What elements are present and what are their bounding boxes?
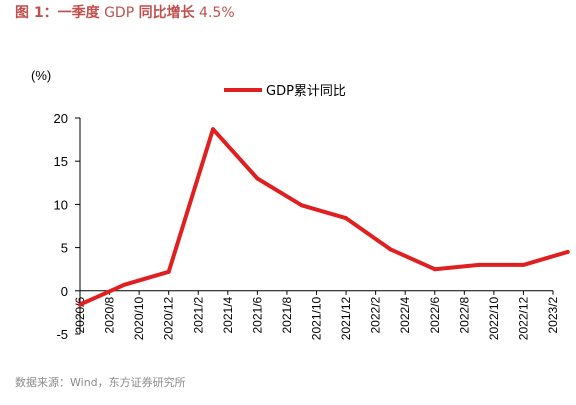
x-tick-label: 2022/4	[398, 296, 412, 333]
x-tick-label: 2021/4	[221, 296, 235, 333]
data-point	[211, 127, 216, 132]
x-tick-label: 2022/2	[369, 296, 383, 333]
data-point	[565, 249, 570, 254]
data-point	[388, 247, 393, 252]
y-axis: 20 15 10 5 0 -5	[54, 111, 81, 342]
y-tick-label: 5	[61, 241, 68, 256]
x-tick-label: 2021/6	[250, 296, 264, 333]
data-point	[255, 176, 260, 181]
y-tick-label: 15	[54, 154, 68, 169]
x-tick-label: 2020/8	[103, 296, 117, 333]
data-point	[166, 269, 171, 274]
x-tick-label: 2020/12	[162, 296, 176, 340]
legend-label: GDP累计同比	[266, 84, 346, 99]
x-tick-label: 2020/10	[132, 296, 146, 340]
figure-title-value: 4.5%	[194, 5, 235, 21]
series-line-gdp	[79, 127, 569, 307]
figure-title-prefix: 图 1：一季度	[15, 5, 100, 21]
figure-title: 图 1：一季度 GDP 同比增长 4.5%	[15, 2, 235, 22]
x-tick-label: 2023/2	[546, 296, 560, 333]
figure-title-gdp: GDP	[99, 5, 139, 21]
x-tick-label: 2021/10	[310, 296, 324, 340]
y-tick-label: 20	[54, 111, 68, 126]
figure-title-label: 同比增长	[138, 5, 195, 21]
x-tick-label: 2022/12	[516, 296, 530, 340]
data-point	[299, 203, 304, 208]
data-point	[432, 267, 437, 272]
x-tick-label: 2021/2	[191, 296, 205, 333]
y-tick-label: 10	[54, 197, 68, 212]
x-axis: 2020/6 2020/8 2020/10 2020/12 2021/2 2021/4 20…	[73, 290, 560, 340]
x-tick-label: 2022/8	[457, 296, 471, 333]
plot-area	[78, 127, 570, 307]
data-point	[122, 282, 127, 287]
data-point	[344, 216, 349, 221]
y-axis-unit-label: (%)	[31, 68, 51, 83]
y-tick-label: 0	[61, 284, 68, 299]
chart-legend: GDP累计同比	[224, 84, 346, 99]
x-tick-label: 2021/12	[339, 296, 353, 340]
x-tick-label: 2022/10	[487, 296, 501, 340]
data-point	[477, 262, 482, 267]
data-source-note: 数据来源：Wind，东方证券研究所	[15, 376, 186, 389]
data-point	[521, 262, 526, 267]
x-tick-label: 2022/6	[428, 296, 442, 333]
x-tick-label: 2020/6	[73, 296, 87, 333]
y-tick-label: -5	[56, 327, 68, 342]
data-point	[78, 302, 82, 307]
x-tick-label: 2021/8	[280, 296, 294, 333]
